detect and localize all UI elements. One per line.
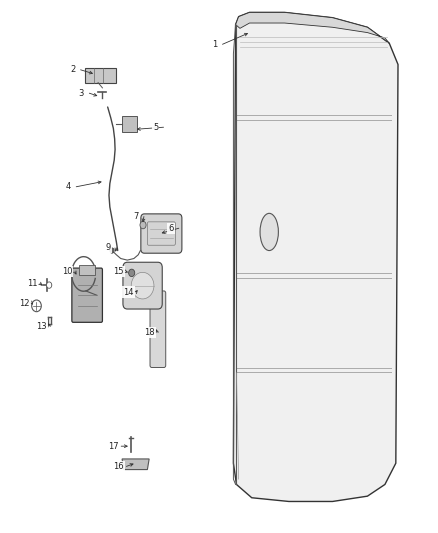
Text: 4: 4 [66,182,71,191]
Text: 2: 2 [70,66,75,74]
Text: 10: 10 [62,268,72,276]
Text: 1: 1 [212,40,217,49]
Ellipse shape [260,213,279,251]
Text: 11: 11 [27,279,37,288]
Bar [85,68,116,83]
Text: 14: 14 [123,287,134,296]
Text: 3: 3 [79,88,84,98]
Text: 18: 18 [144,328,155,337]
FancyBboxPatch shape [123,262,162,309]
Polygon shape [122,459,149,470]
Text: 5: 5 [153,123,158,132]
Text: 15: 15 [113,268,124,276]
Circle shape [32,300,41,312]
Circle shape [129,269,135,277]
Text: 7: 7 [133,212,139,221]
Bar [122,116,138,132]
FancyBboxPatch shape [150,291,166,368]
Polygon shape [233,12,398,502]
Circle shape [140,221,146,229]
Text: 16: 16 [113,462,124,471]
FancyBboxPatch shape [141,214,182,253]
Circle shape [110,248,114,253]
FancyBboxPatch shape [72,268,102,322]
Polygon shape [236,12,389,43]
Text: 6: 6 [168,224,173,233]
Ellipse shape [131,272,154,299]
Circle shape [46,282,52,288]
Bar [79,265,95,275]
Text: 12: 12 [19,299,29,308]
Text: 9: 9 [106,244,111,253]
Text: 13: 13 [36,321,46,330]
Text: 17: 17 [108,442,119,451]
